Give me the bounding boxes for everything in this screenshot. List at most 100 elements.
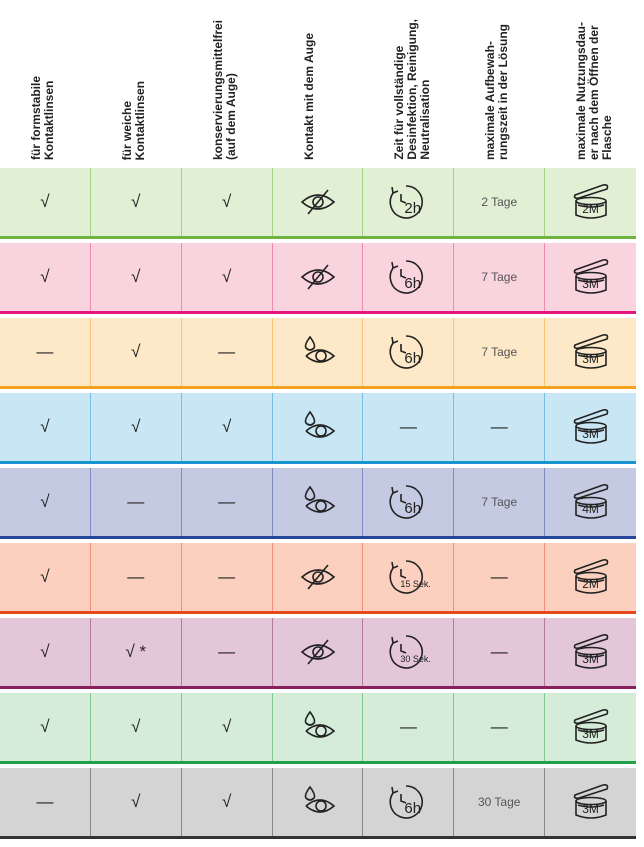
header-text: maximale Nutzungsdau-er nach dem Öffnen … <box>574 22 614 160</box>
jar-cell: 3M <box>545 393 636 461</box>
check-cell: — <box>91 543 182 611</box>
eyex-icon <box>296 257 340 297</box>
check-cell: √ <box>182 393 273 461</box>
jar-icon: 3M <box>569 257 613 297</box>
check-cell: √ <box>182 768 273 836</box>
header-text: Kontakt mit dem Auge <box>301 33 316 160</box>
jar-cell: 3M <box>545 243 636 311</box>
clock-icon: 6h <box>386 782 430 822</box>
icon <box>296 707 340 747</box>
eye-cell <box>273 318 364 386</box>
jar-icon: 3M <box>569 632 613 672</box>
header-cell: Kontakt mit dem Auge <box>273 0 364 160</box>
check-cell: √ <box>91 243 182 311</box>
jar-cell: 4M <box>545 468 636 536</box>
check-cell: √ <box>91 768 182 836</box>
clock-icon: 6h <box>386 482 430 522</box>
icon <box>296 407 340 447</box>
check-cell: √ <box>182 168 273 236</box>
eyex-icon <box>296 632 340 672</box>
check-cell: — <box>182 468 273 536</box>
eye-cell <box>273 243 364 311</box>
time-text: 6h <box>404 800 422 817</box>
check-cell: — <box>91 468 182 536</box>
header-text: maximale Aufbewah-rungszeit in der Lösun… <box>483 23 511 160</box>
header-text: konservierungsmittelfrei (auf dem Auge) <box>210 19 238 160</box>
eye-cell <box>273 543 364 611</box>
header-line: rungszeit in der Lösung <box>496 23 511 160</box>
jar-icon: 4M <box>569 482 613 522</box>
eye-cell <box>273 468 364 536</box>
check-cell: √ <box>0 468 91 536</box>
storage-cell: 7 Tage <box>454 468 546 536</box>
table-row: √ √ √ — —3M <box>0 693 636 764</box>
eyed-icon <box>296 407 340 447</box>
header-text: Zeit für vollständige Desinfektion, Reini… <box>392 19 432 160</box>
jar-text: 2M <box>582 202 599 216</box>
eye-cell <box>273 393 364 461</box>
jar-icon: 3M <box>569 707 613 747</box>
eyed-icon <box>296 782 340 822</box>
storage-cell: 7 Tage <box>454 243 546 311</box>
storage-cell: 30 Tage <box>454 768 546 836</box>
check-cell: — <box>0 768 91 836</box>
check-cell: — <box>0 318 91 386</box>
jar-cell: 3M <box>545 768 636 836</box>
header-cell: maximale Aufbewah-rungszeit in der Lösun… <box>454 0 545 160</box>
header-line: Kontaktlinsen <box>42 80 56 160</box>
icon <box>386 557 430 597</box>
check-cell: √ <box>91 393 182 461</box>
time-cell: — <box>363 393 455 461</box>
header-row: für formstabile Kontaktlinsen für weiche Ko… <box>0 0 636 168</box>
jar-cell: 2M <box>545 168 636 236</box>
jar-text: 3M <box>582 727 599 741</box>
jar-cell: 3M <box>545 618 636 686</box>
header-line: Kontakt mit dem Auge <box>301 33 316 160</box>
jar-text: 4M <box>582 502 599 516</box>
time-cell: 6h <box>363 768 455 836</box>
eyex-icon <box>296 182 340 222</box>
check-cell: √ <box>0 243 91 311</box>
header-line: Kontaktlinsen <box>132 80 147 160</box>
clock-icon: 6h <box>386 257 430 297</box>
header-line: (auf dem Auge) <box>223 73 238 160</box>
time-cell: 2h <box>363 168 455 236</box>
eyed-icon <box>296 707 340 747</box>
time-text: 2h <box>404 200 422 217</box>
check-cell: √ * <box>91 618 182 686</box>
header-cell: maximale Nutzungsdau-er nach dem Öffnen … <box>545 0 636 160</box>
time-text: 30 Sek. <box>400 654 431 664</box>
clock-icon: 2h <box>386 182 430 222</box>
header-line: konservierungsmittelfrei <box>210 19 225 160</box>
table-body: √ √ √ 2h 2 Tage 2M √ √ √ 6h 7 Tage 3M — √ —6h 7 Tage 3M √… <box>0 168 636 843</box>
storage-cell: — <box>454 693 546 761</box>
eye-cell <box>273 693 364 761</box>
storage-cell: 2 Tage <box>454 168 546 236</box>
header-cell: konservierungsmittelfrei (auf dem Auge) <box>182 0 273 160</box>
jar-text: 3M <box>582 427 599 441</box>
jar-text: 3M <box>582 277 599 291</box>
check-cell: √ <box>0 693 91 761</box>
jar-icon: 2M <box>569 182 613 222</box>
icon <box>296 482 340 522</box>
clock-icon: 6h <box>386 332 430 372</box>
eye-cell <box>273 168 364 236</box>
time-cell: 6h <box>363 468 455 536</box>
header-text: für weiche Kontaktlinsen <box>120 80 147 160</box>
time-cell: — <box>363 693 455 761</box>
time-cell: 30 Sek. <box>363 618 455 686</box>
storage-cell: — <box>454 618 546 686</box>
jar-text: 3M <box>582 352 599 366</box>
jar-text: 2M <box>582 577 599 591</box>
eye-cell <box>273 618 364 686</box>
time-text: 6h <box>404 350 422 367</box>
check-cell: √ <box>182 243 273 311</box>
check-cell: √ <box>182 693 273 761</box>
check-cell: — <box>182 618 273 686</box>
check-cell: √ <box>91 693 182 761</box>
time-text: 6h <box>404 500 422 517</box>
jar-text: 3M <box>582 802 599 816</box>
jar-cell: 2M <box>545 543 636 611</box>
eyed-icon <box>296 332 340 372</box>
